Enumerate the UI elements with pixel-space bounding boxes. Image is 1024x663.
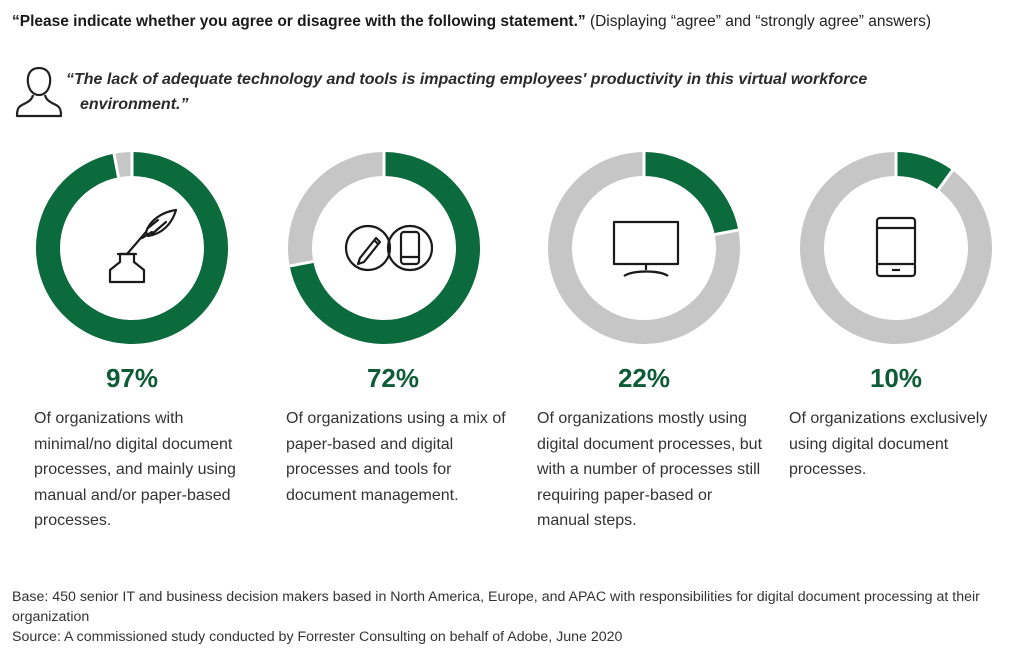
statement-line-2: environment.” [80,96,189,113]
source-note: Source: A commissioned study conducted b… [12,629,623,645]
percent-label-4: 10% [869,363,923,393]
donut-chart-3 [548,151,740,344]
question-text: “Please indicate whether you agree or di… [12,13,586,30]
base-note: Base: 450 senior IT and business decisio… [12,589,980,625]
person-icon [15,66,63,118]
percent-label-3: 22% [617,363,671,393]
question-header: “Please indicate whether you agree or di… [12,13,1020,31]
percent-label-1: 97% [105,363,159,393]
percent-label-2: 72% [366,363,420,393]
monitor-icon [612,220,680,277]
question-note: (Displaying “agree” and “strongly agree”… [585,13,932,30]
donut-separator-1-2 [112,152,121,179]
description-1: Of organizations with minimal/no digital… [34,410,236,529]
donut-remainder-4 [800,152,992,344]
tablet-icon [875,216,917,278]
pencil-and-phone-icon [344,224,434,272]
donut-separator-3-2 [713,228,740,237]
donut-separator-2-2 [288,259,315,268]
statement-line-1: “The lack of adequate technology and too… [66,71,868,88]
donut-chart-2 [288,151,480,344]
description-3: Of organizations mostly using digital do… [537,410,763,529]
quill-inkwell-icon [108,208,178,284]
donut-separator-4-2 [936,168,955,192]
description-2: Of organizations using a mix of paper-ba… [286,410,506,504]
donut-chart-4 [800,151,992,344]
statement-quote: “The lack of adequate technology and too… [66,67,966,117]
description-4: Of organizations exclusively using digit… [789,410,988,478]
donut-chart-1 [36,151,228,344]
footer-notes: Base: 450 senior IT and business decisio… [12,587,1012,647]
